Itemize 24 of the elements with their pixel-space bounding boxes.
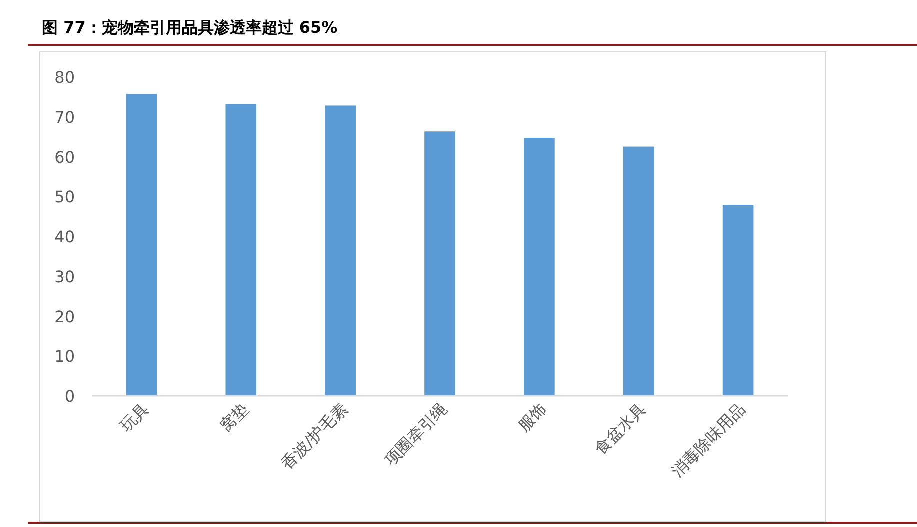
y-tick-label: 70 — [54, 108, 75, 127]
bar — [325, 106, 356, 396]
bar — [722, 205, 754, 396]
bar — [524, 138, 555, 396]
y-tick-label: 10 — [54, 347, 75, 366]
bar — [623, 146, 654, 396]
x-tick-label: 窝垫 — [216, 399, 252, 436]
y-tick-label: 30 — [54, 267, 75, 286]
x-tick-label: 消毒除味用品 — [668, 399, 750, 481]
chart-title: 图 77：宠物牵引用品具渗透率超过 65% — [42, 18, 338, 37]
bar — [126, 94, 158, 396]
y-tick-label: 50 — [54, 188, 75, 207]
x-tick-label: 香波/护毛素 — [278, 399, 352, 474]
x-tick-label: 玩具 — [116, 399, 153, 436]
y-tick-label: 40 — [54, 228, 75, 246]
bar — [226, 104, 257, 396]
y-tick-label: 0 — [64, 387, 75, 406]
x-tick-label: 项圈牵引绳 — [380, 399, 451, 470]
y-tick-label: 60 — [54, 148, 75, 167]
y-tick-label: 20 — [54, 307, 75, 326]
x-tick-label: 服饰 — [514, 399, 550, 436]
bar — [424, 132, 456, 396]
x-tick-label: 食盆水具 — [590, 399, 650, 458]
y-tick-label: 80 — [54, 68, 75, 87]
